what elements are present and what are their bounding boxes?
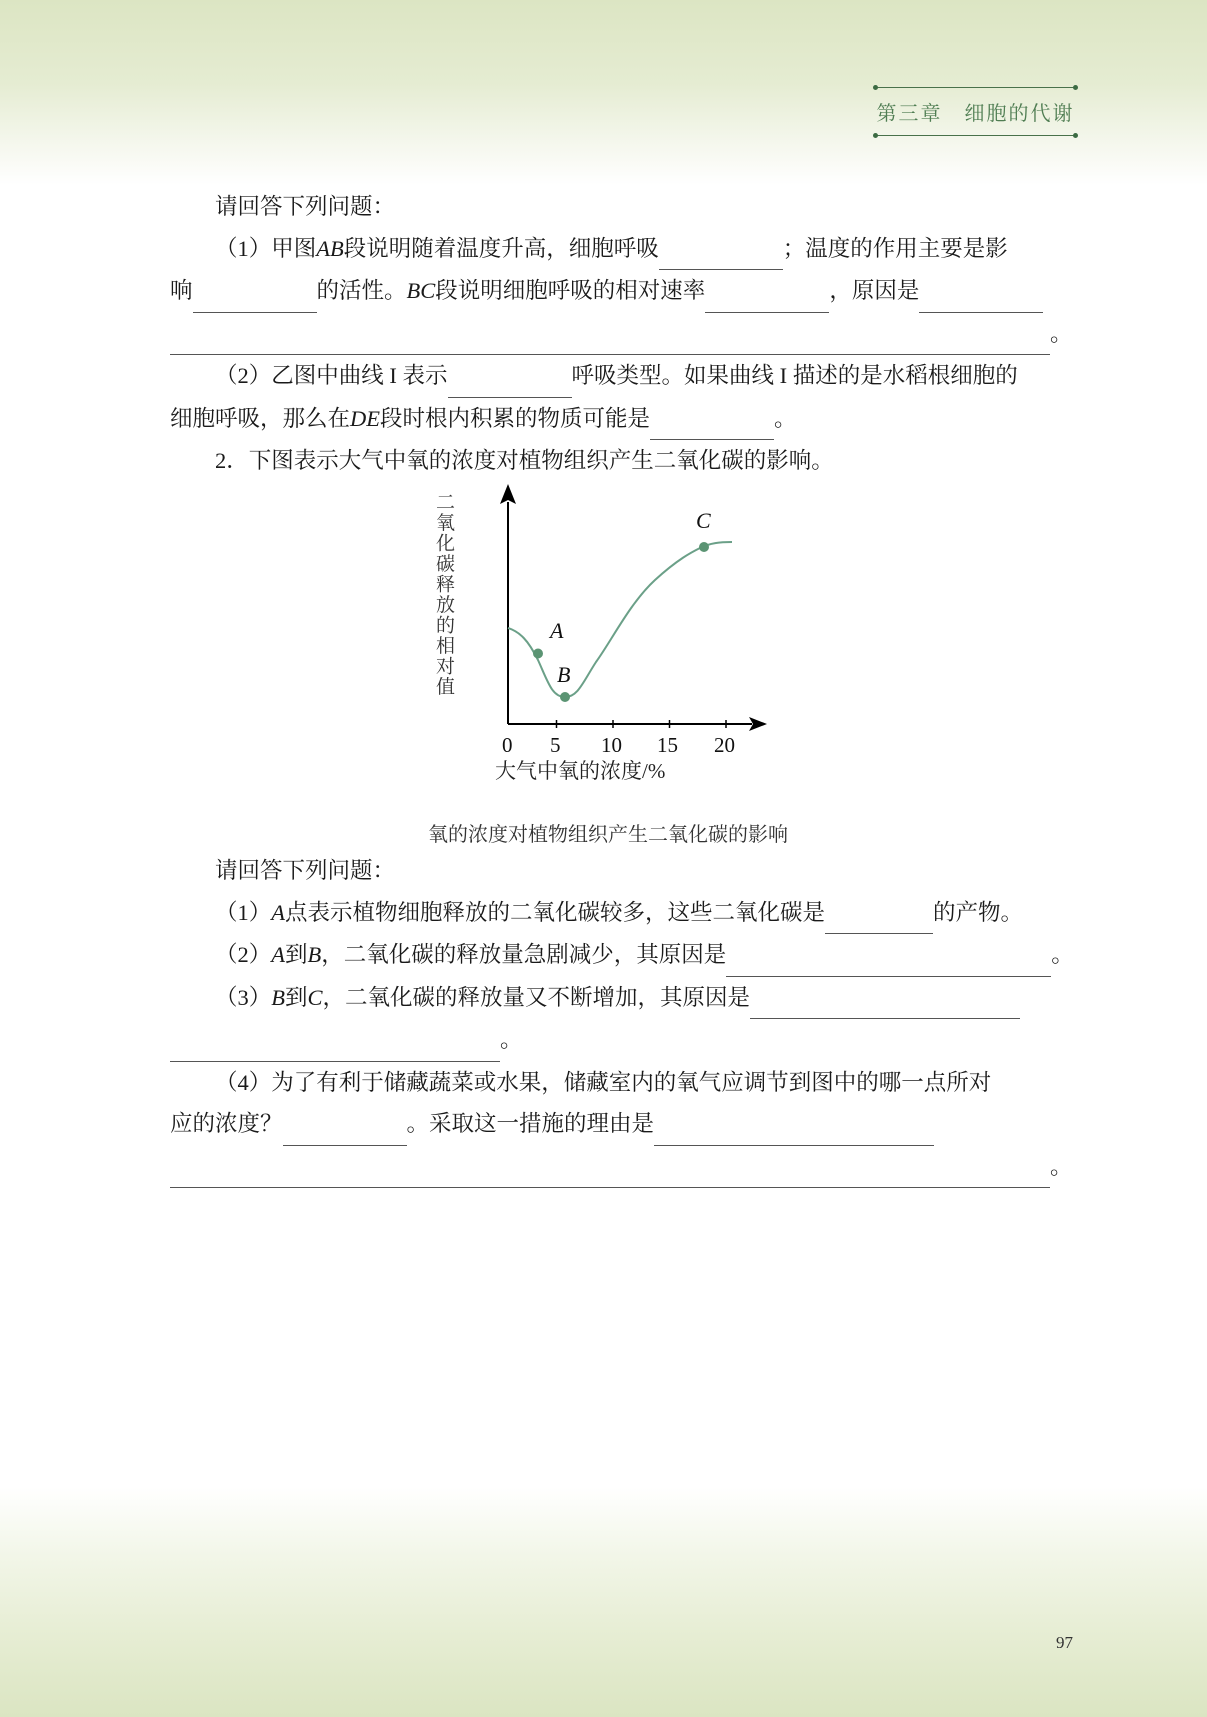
- svg-text:10: 10: [601, 733, 622, 757]
- svg-text:5: 5: [550, 733, 561, 757]
- svg-text:C: C: [696, 508, 711, 533]
- svg-text:A: A: [548, 618, 564, 643]
- svg-text:15: 15: [657, 733, 678, 757]
- svg-text:0: 0: [502, 733, 513, 757]
- svg-text:B: B: [557, 662, 570, 687]
- svg-text:20: 20: [714, 733, 735, 757]
